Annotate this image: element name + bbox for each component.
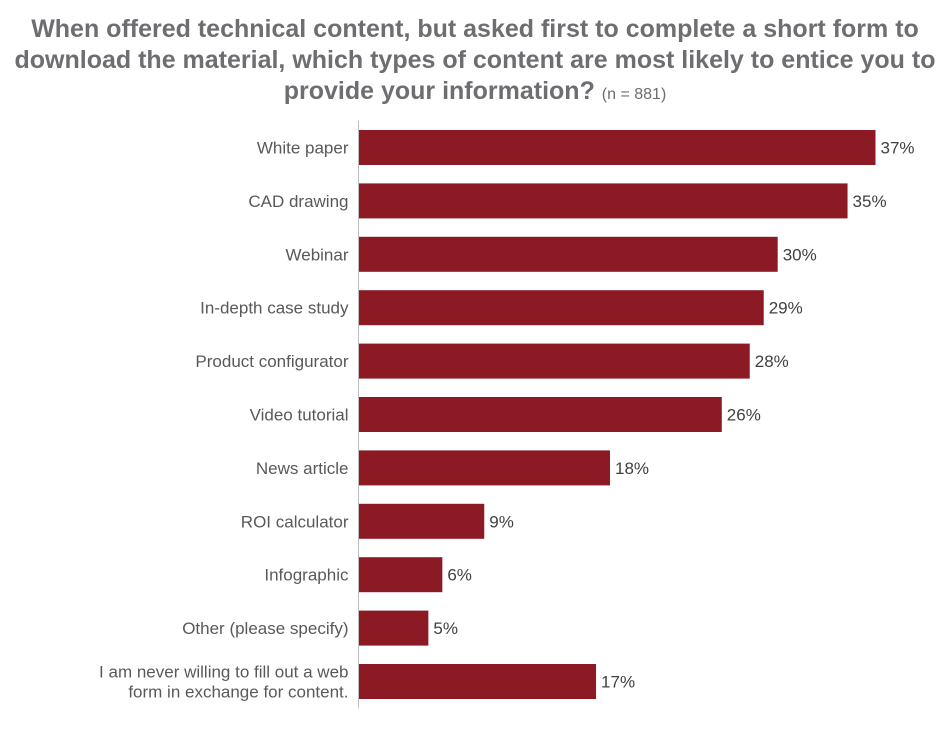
- category-label-line: form in exchange for content.: [128, 683, 348, 702]
- category-label-line: Video tutorial: [250, 406, 349, 425]
- bar: [358, 664, 597, 699]
- chart-title-line-1: When offered technical content, but aske…: [31, 15, 919, 43]
- chart-title-line-3-text: provide your information?: [283, 77, 595, 105]
- category-label-line: Webinar: [286, 245, 349, 264]
- category-label-line: Other (please specify): [182, 619, 348, 638]
- sample-size-note: (n = 881): [601, 86, 667, 103]
- category-label: In-depth case study: [200, 299, 349, 318]
- category-label: Product configurator: [195, 352, 348, 371]
- bar: [358, 450, 611, 486]
- category-label-line: CAD drawing: [248, 192, 348, 211]
- category-label: Video tutorial: [250, 406, 349, 425]
- category-label-line: White paper: [257, 139, 349, 158]
- category-label-line: ROI calculator: [241, 512, 349, 531]
- bar: [358, 397, 722, 432]
- category-label: CAD drawing: [248, 192, 348, 211]
- value-label: 30%: [783, 245, 817, 264]
- value-label: 5%: [433, 619, 458, 638]
- category-label-line: News article: [256, 459, 349, 478]
- category-label: ROI calculator: [241, 512, 349, 531]
- value-label: 18%: [615, 459, 649, 478]
- bar: [358, 557, 443, 593]
- bars-layer: 37% White paper 35% CAD drawing 30% Webinar 29…: [99, 130, 915, 702]
- category-label-line: Infographic: [264, 566, 349, 585]
- category-label: Other (please specify): [182, 619, 348, 638]
- category-label: White paper: [257, 139, 349, 158]
- bar: [358, 503, 485, 539]
- chart-title-line-2: download the material, which types of co…: [14, 46, 936, 74]
- category-label: I am never willing to fill out a web form…: [99, 663, 348, 702]
- chart-title-line-3: provide your information? (n = 881): [10, 76, 940, 110]
- category-label: Infographic: [264, 566, 349, 585]
- category-label-line: Product configurator: [195, 352, 348, 371]
- value-label: 29%: [769, 299, 803, 318]
- chart-title: When offered technical content, but aske…: [10, 14, 940, 110]
- bar: [358, 290, 764, 326]
- bar: [358, 183, 848, 219]
- value-label: 6%: [447, 566, 472, 585]
- bar: [358, 343, 750, 379]
- category-label: News article: [256, 459, 349, 478]
- bar: [358, 236, 778, 272]
- category-label-line: In-depth case study: [200, 299, 349, 318]
- value-label: 35%: [853, 192, 887, 211]
- value-label: 26%: [727, 406, 761, 425]
- value-label: 37%: [881, 139, 915, 158]
- bar: [358, 130, 876, 165]
- value-label: 17%: [601, 673, 635, 692]
- value-label: 28%: [755, 352, 789, 371]
- bar: [358, 610, 429, 646]
- category-label-line: I am never willing to fill out a web: [99, 663, 348, 682]
- value-label: 9%: [489, 512, 514, 531]
- category-label: Webinar: [286, 245, 349, 264]
